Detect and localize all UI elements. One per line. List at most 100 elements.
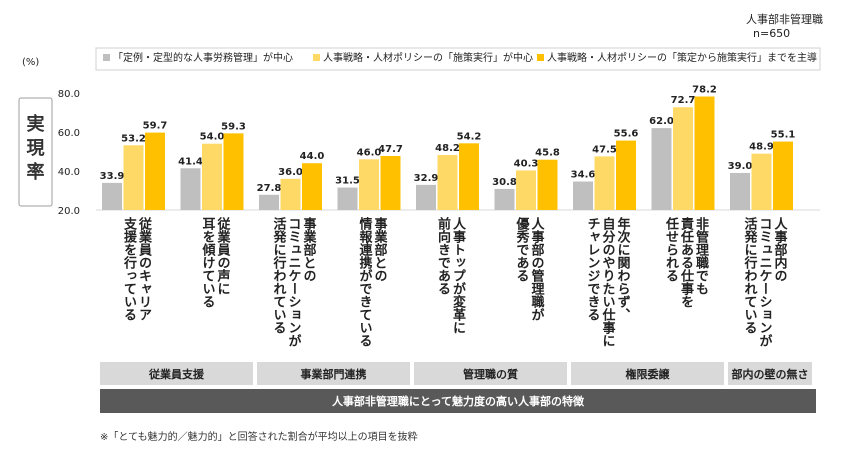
bar (616, 140, 636, 210)
bar (223, 133, 244, 210)
bar (673, 107, 693, 210)
legend-swatch (537, 54, 544, 61)
summary-banner-text: 人事部非管理職にとって魅力度の高い人事部の特徴 (332, 394, 585, 408)
legend-entry: 人事戦略・人材ポリシーの「施策実行」が中心 (323, 51, 533, 64)
group-label: 管理職の質 (463, 367, 518, 381)
bar (202, 143, 222, 210)
data-label: 40.3 (514, 158, 539, 169)
data-label: 54.2 (457, 131, 482, 142)
category-label: 従業員の声に (215, 216, 232, 295)
bar (337, 187, 358, 210)
bar (302, 163, 322, 210)
data-label: 45.8 (535, 148, 560, 159)
legend-swatch (103, 54, 110, 61)
data-label: 48.9 (749, 142, 774, 153)
bar (359, 159, 379, 210)
data-label: 55.6 (614, 129, 639, 140)
data-label: 47.7 (378, 144, 403, 155)
category-label: 自分のやりたい仕事に (600, 216, 617, 347)
y-tick-label: 80.0 (58, 89, 80, 100)
category-label: 事業部との (372, 216, 389, 282)
summary-banner (100, 389, 816, 413)
bar (494, 188, 515, 210)
footnote: ※「とても魅力的／魅力的」と回答された割合が平均以上の項目を抜粋 (100, 432, 418, 443)
bar (573, 181, 593, 210)
category-label: 人事部の管理職が (529, 216, 545, 321)
y-tick-label: 40.0 (58, 167, 80, 178)
bar (416, 184, 436, 210)
bar (102, 182, 122, 210)
data-label: 32.9 (414, 173, 439, 184)
respondent-group: 人事部非管理職 (746, 13, 823, 26)
bar (594, 156, 615, 210)
bar (180, 168, 201, 210)
bar (380, 155, 401, 210)
group-bar (728, 362, 812, 385)
category-label: 事業部との (301, 216, 318, 282)
category-label: 従業員のキャリア (136, 216, 153, 321)
y-axis-title-box (18, 97, 53, 207)
data-label: 59.3 (221, 121, 246, 132)
data-label: 46.0 (357, 147, 382, 158)
data-label: 72.7 (671, 95, 696, 106)
category-label: コミュニケーションが (757, 217, 773, 347)
category-label: 活発に行われている (271, 216, 288, 334)
bar (516, 170, 536, 210)
bar (145, 132, 165, 210)
bar (123, 145, 144, 210)
data-label: 31.5 (335, 176, 360, 187)
respondent-count: n=650 (753, 27, 791, 40)
group-label: 従業員支援 (148, 367, 205, 381)
category-label: コミュニケーションが (286, 217, 302, 347)
bar (751, 153, 772, 210)
data-label: 47.5 (592, 144, 617, 155)
data-label: 41.4 (178, 156, 203, 167)
data-label: 55.1 (771, 130, 796, 141)
data-label: 36.0 (278, 167, 303, 178)
data-label: 59.7 (143, 121, 168, 132)
legend-entry: 人事戦略・人材ポリシーの「策定から施策実行」までを主導 (547, 51, 817, 64)
category-label: 年次に関わらず、 (615, 216, 631, 321)
bar (694, 96, 715, 210)
y-tick-label: 60.0 (58, 128, 80, 139)
unit-label: (%) (22, 57, 39, 68)
bar (651, 128, 672, 210)
legend-swatch (313, 54, 320, 61)
category-label: 情報連携ができている (357, 216, 373, 347)
data-label: 27.8 (257, 183, 282, 194)
category-label: 前向きである (435, 216, 451, 295)
group-label: 権限委譲 (626, 367, 671, 381)
data-label: 30.8 (492, 177, 517, 188)
data-label: 48.2 (435, 143, 460, 154)
category-label: 優秀である (514, 216, 531, 282)
group-label: 部内の壁の無さ (732, 367, 809, 381)
category-label: 任せられる (663, 216, 680, 282)
data-label: 78.2 (692, 85, 717, 96)
data-label: 33.9 (100, 171, 125, 182)
y-axis-title-char: 現 (27, 138, 45, 159)
data-label: 44.0 (300, 151, 325, 162)
legend-box (95, 47, 821, 71)
group-bar (257, 362, 410, 385)
group-bar (414, 362, 567, 385)
category-label: 耳を傾けている (200, 217, 217, 308)
bar (280, 178, 301, 210)
group-bar (571, 362, 724, 385)
group-bar (100, 362, 253, 385)
y-axis-title-char: 率 (27, 161, 45, 183)
category-label: 非管理職でも (693, 216, 709, 295)
y-tick-label: 20.0 (58, 206, 80, 217)
category-label: 責任ある仕事を (678, 216, 695, 308)
data-label: 39.0 (728, 161, 753, 172)
category-label: 人事トップが変革に (450, 216, 466, 334)
legend-entry: 「定例・定型的な人事労務管理」が中心 (113, 51, 293, 64)
category-label: 活発に行われている (742, 216, 759, 334)
category-label: 支援を行っている (121, 216, 138, 321)
bar (730, 172, 750, 210)
data-label: 34.6 (571, 170, 596, 181)
category-label: 人事部内の (772, 216, 788, 282)
data-label: 54.0 (200, 132, 225, 143)
bar (537, 159, 558, 210)
bar (259, 194, 279, 210)
